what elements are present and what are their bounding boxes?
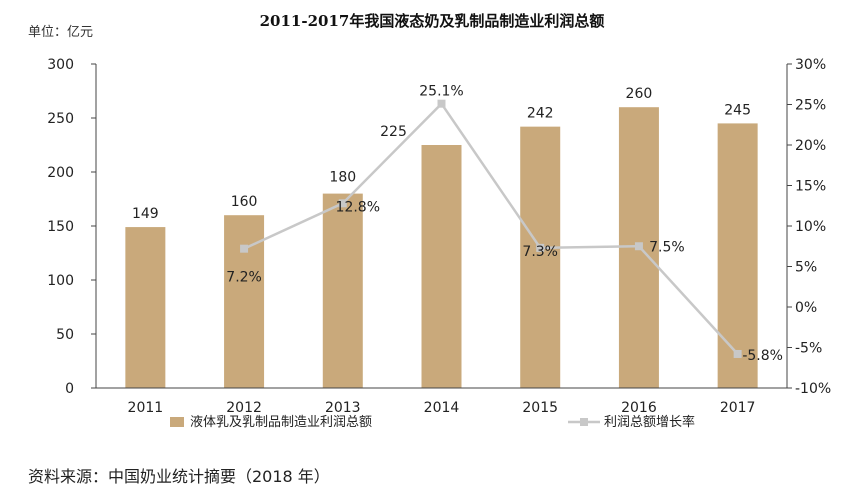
line-value-label: 12.8% (336, 199, 380, 215)
chart-title: 2011-2017年我国液态奶及乳制品制造业利润总额 (259, 12, 605, 30)
line-value-label: 7.3% (522, 244, 558, 260)
bar (125, 227, 166, 388)
right-tick-label: 30% (795, 57, 826, 73)
source-note: 资料来源：中国奶业统计摘要（2018 年） (28, 467, 330, 486)
growth-line (243, 101, 739, 355)
bar-value-label: 245 (724, 102, 751, 118)
right-tick-label: -5% (795, 341, 822, 357)
left-tick-label: 250 (47, 111, 74, 127)
left-tick-label: 300 (47, 57, 74, 73)
right-tick-label: 5% (795, 260, 817, 276)
line-marker (536, 243, 545, 252)
bar (224, 215, 265, 388)
right-tick-label: 10% (795, 219, 826, 235)
line-value-label: 7.2% (226, 270, 262, 286)
left-tick-label: 100 (47, 273, 74, 289)
unit-label: 单位：亿元 (28, 25, 94, 40)
legend-line-label: 利润总额增长率 (604, 414, 695, 430)
x-tick-label: 2015 (522, 400, 558, 416)
left-tick-label: 200 (47, 165, 74, 181)
bar-series: 149 160 180 225 242 260 245 (125, 86, 758, 389)
right-tick-label: 0% (795, 300, 817, 316)
left-tick-label: 150 (47, 219, 74, 235)
line-marker (733, 349, 742, 358)
right-tick-label: 20% (795, 138, 826, 154)
bar-value-label: 149 (132, 206, 159, 222)
right-tick-label: 15% (795, 179, 826, 195)
right-tick-label: -10% (795, 381, 831, 397)
right-axis: -10% -5% 0% 5% 10% 15% 20% 25% 30% (786, 57, 831, 397)
bar-value-label: 180 (329, 170, 356, 186)
x-tick-label: 2012 (226, 400, 262, 416)
left-tick-label: 50 (56, 327, 74, 343)
bar (421, 145, 462, 388)
bar (322, 193, 363, 388)
right-tick-label: 25% (795, 98, 826, 114)
legend-line-marker (580, 418, 588, 426)
bar-value-label: 260 (626, 86, 653, 102)
bar-value-label: 225 (380, 124, 407, 140)
line-marker (634, 242, 643, 251)
bar (717, 123, 758, 389)
x-tick-label: 2016 (621, 400, 657, 416)
line-marker (338, 199, 347, 208)
line-value-label: 25.1% (419, 84, 463, 100)
left-axis: 0 50 100 150 200 250 300 (47, 57, 97, 397)
x-tick-label: 2017 (720, 400, 756, 416)
line-value-label: 7.5% (649, 239, 685, 255)
line-value-label: -5.8% (742, 348, 783, 364)
line-marker (240, 244, 249, 253)
legend-bar-label: 液体乳及乳制品制造业利润总额 (190, 415, 372, 430)
x-tick-label: 2013 (325, 400, 361, 416)
bar-value-label: 160 (231, 194, 258, 210)
legend: 液体乳及乳制品制造业利润总额 利润总额增长率 (170, 414, 695, 430)
x-tick-label: 2014 (424, 400, 460, 416)
bar-value-label: 242 (527, 106, 554, 122)
line-marker (437, 99, 446, 108)
x-axis: 2011 2012 2013 2014 2015 2016 2017 (96, 387, 787, 416)
left-tick-label: 0 (65, 381, 74, 397)
legend-bar-swatch (170, 417, 184, 427)
x-tick-label: 2011 (128, 400, 164, 416)
line-series: 7.2% 12.8% 25.1% 7.3% 7.5% -5.8% (226, 84, 783, 364)
bar (520, 126, 561, 388)
